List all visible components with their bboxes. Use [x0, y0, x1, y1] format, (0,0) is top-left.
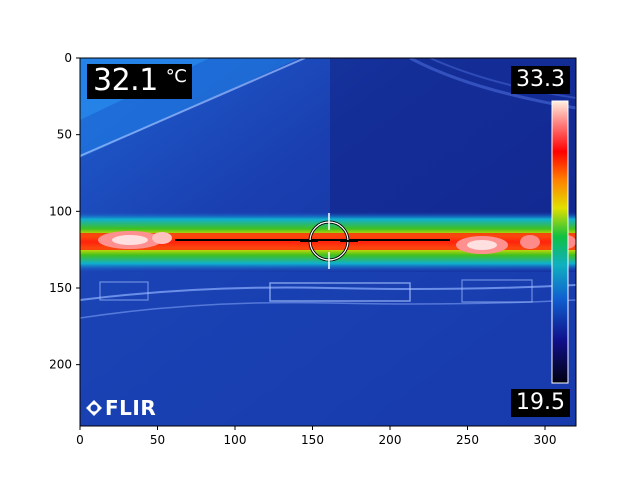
y-tick-label: 100: [49, 204, 72, 218]
y-tick-label: 150: [49, 281, 72, 295]
x-axis: 0 50 100 150 200 250 300: [76, 426, 556, 447]
x-tick-label: 200: [379, 433, 402, 447]
temperature-unit: °C: [165, 66, 187, 87]
scale-max-label: 33.3: [511, 66, 570, 94]
x-tick-label: 250: [456, 433, 479, 447]
x-tick-label: 50: [150, 433, 165, 447]
y-tick-label: 200: [49, 358, 72, 372]
flir-logo: FLIR: [86, 396, 156, 420]
spot-temperature-readout: 32.1 °C: [87, 63, 193, 99]
x-tick-label: 0: [76, 433, 84, 447]
flir-logo-text: FLIR: [105, 396, 157, 420]
plot-frame: [79, 57, 577, 427]
scale-min-label: 19.5: [511, 389, 570, 417]
x-tick-label: 300: [534, 433, 557, 447]
spot-meter-crosshair: [300, 213, 358, 269]
thermal-image: [80, 58, 576, 426]
y-axis: 0 50 100 150 200: [49, 51, 80, 372]
y-tick-label: 0: [64, 51, 72, 65]
flir-logo-icon: [86, 400, 102, 416]
x-tick-label: 100: [224, 433, 247, 447]
spot-temperature-value: 32.1: [93, 63, 158, 98]
y-tick-label: 50: [57, 128, 72, 142]
color-scale-bar: [551, 100, 569, 384]
x-tick-label: 150: [301, 433, 324, 447]
